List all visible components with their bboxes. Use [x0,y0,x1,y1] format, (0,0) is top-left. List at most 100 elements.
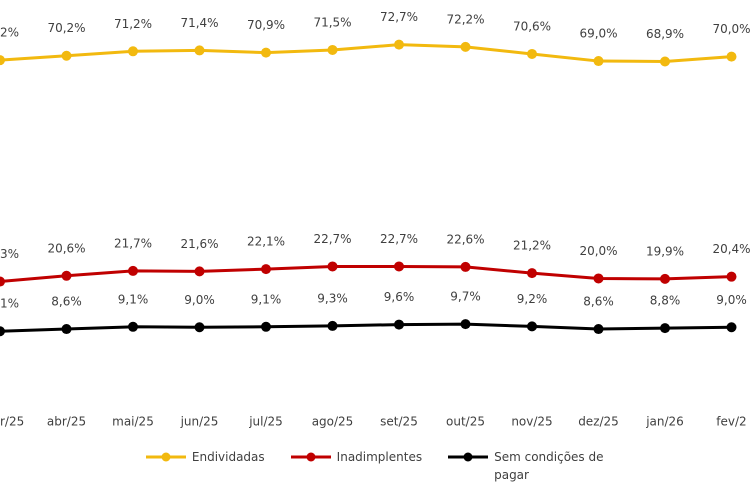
x-tick-label: fev/2 [716,415,746,429]
data-point [726,322,737,333]
data-point [726,271,737,282]
data-label: 20,0% [579,244,617,258]
data-label: 19,9% [646,244,684,258]
data-point [327,261,338,272]
data-label: 70,0% [712,22,750,36]
data-point [394,319,404,330]
legend-label: Sem condições de pagar [494,450,604,482]
legend-swatch [448,452,489,462]
data-label: 9,0% [716,293,747,307]
data-point [0,326,5,337]
data-label: 71,4% [180,16,218,30]
data-label: 9,6% [384,290,415,304]
x-tick-label: mai/25 [112,415,154,429]
data-label: 22,6% [446,232,484,246]
data-point [660,56,670,67]
data-label: 8,6% [51,295,82,309]
legend-swatch [145,452,186,462]
data-label: 21,7% [114,236,152,250]
data-label: 9,1% [251,292,282,306]
data-point [394,39,404,50]
data-point [593,56,604,67]
data-point [0,55,5,66]
data-point [128,46,138,57]
data-point [194,322,205,333]
data-point [726,51,737,62]
data-label: 1% [0,297,19,311]
data-label: 3% [0,247,19,261]
data-label: 22,1% [247,235,285,249]
data-point [460,319,471,330]
data-point [128,321,138,332]
data-point [593,273,604,284]
data-point [327,44,338,55]
x-tick-label: set/25 [380,415,418,429]
data-point [327,320,338,331]
data-point [527,48,537,59]
data-point [194,45,205,56]
data-label: 22,7% [313,232,351,246]
data-label: 70,2% [47,21,85,35]
data-label: 9,1% [118,292,149,306]
data-label: 68,9% [646,27,684,41]
x-tick-label: ago/25 [312,415,354,429]
data-point [593,324,604,335]
data-point [128,265,138,276]
data-label: 20,6% [47,241,85,255]
series-line [0,43,732,64]
x-tick-label: out/25 [446,415,485,429]
data-point [0,276,5,287]
x-tick-label: jan/26 [645,415,684,429]
data-point [61,50,72,61]
x-tick-label: abr/25 [47,415,86,429]
data-point [660,323,670,334]
data-label: 21,2% [513,239,551,253]
legend-marker [306,452,316,462]
data-point [660,273,670,284]
data-point [194,266,205,277]
data-point [61,270,72,281]
data-point [460,261,471,272]
x-tick-label: nov/25 [511,415,552,429]
x-tick-label: jun/25 [180,415,219,429]
x-tick-label: dez/25 [578,415,619,429]
data-label: 20,4% [712,242,750,256]
x-tick-label: jul/25 [248,415,283,429]
data-label: 9,3% [317,291,348,305]
data-point [261,264,271,275]
data-label: 22,7% [380,232,418,246]
data-label: 21,6% [180,237,218,251]
data-label: 72,7% [380,10,418,24]
legend-item: Sem condições de pagar [448,448,604,484]
legend-label: Inadimplentes [336,450,423,464]
series-line [0,264,732,284]
series-line [0,322,732,333]
legend-item: Endividadas [145,448,265,484]
data-point [527,268,537,279]
legend-item: Inadimplentes [290,448,423,484]
legend-marker [463,452,473,462]
data-label: 9,2% [517,292,548,306]
data-label: 72,2% [446,12,484,26]
data-label: 69,0% [579,27,617,41]
legend-marker [161,452,171,462]
legend-swatch [290,452,331,462]
data-point [261,321,271,332]
data-label: 9,0% [184,293,215,307]
data-label: 8,6% [583,295,614,309]
data-label: 8,8% [650,294,681,308]
data-point [527,321,537,332]
legend: Endividadas Inadimplentes Sem condições de… [0,448,750,484]
data-label: 71,2% [114,17,152,31]
data-label: 71,5% [313,15,351,29]
legend-label: Endividadas [191,450,265,464]
data-point [460,41,471,52]
x-tick-label: r/25 [0,415,24,429]
data-label: 70,6% [513,19,551,33]
data-point [394,261,404,272]
data-label: 9,7% [450,290,481,304]
chart: r/25 abr/25 mai/25 jun/25 jul/25 ago/25 set/25… [0,10,750,429]
data-label: 2% [0,26,19,40]
data-point [261,47,271,58]
